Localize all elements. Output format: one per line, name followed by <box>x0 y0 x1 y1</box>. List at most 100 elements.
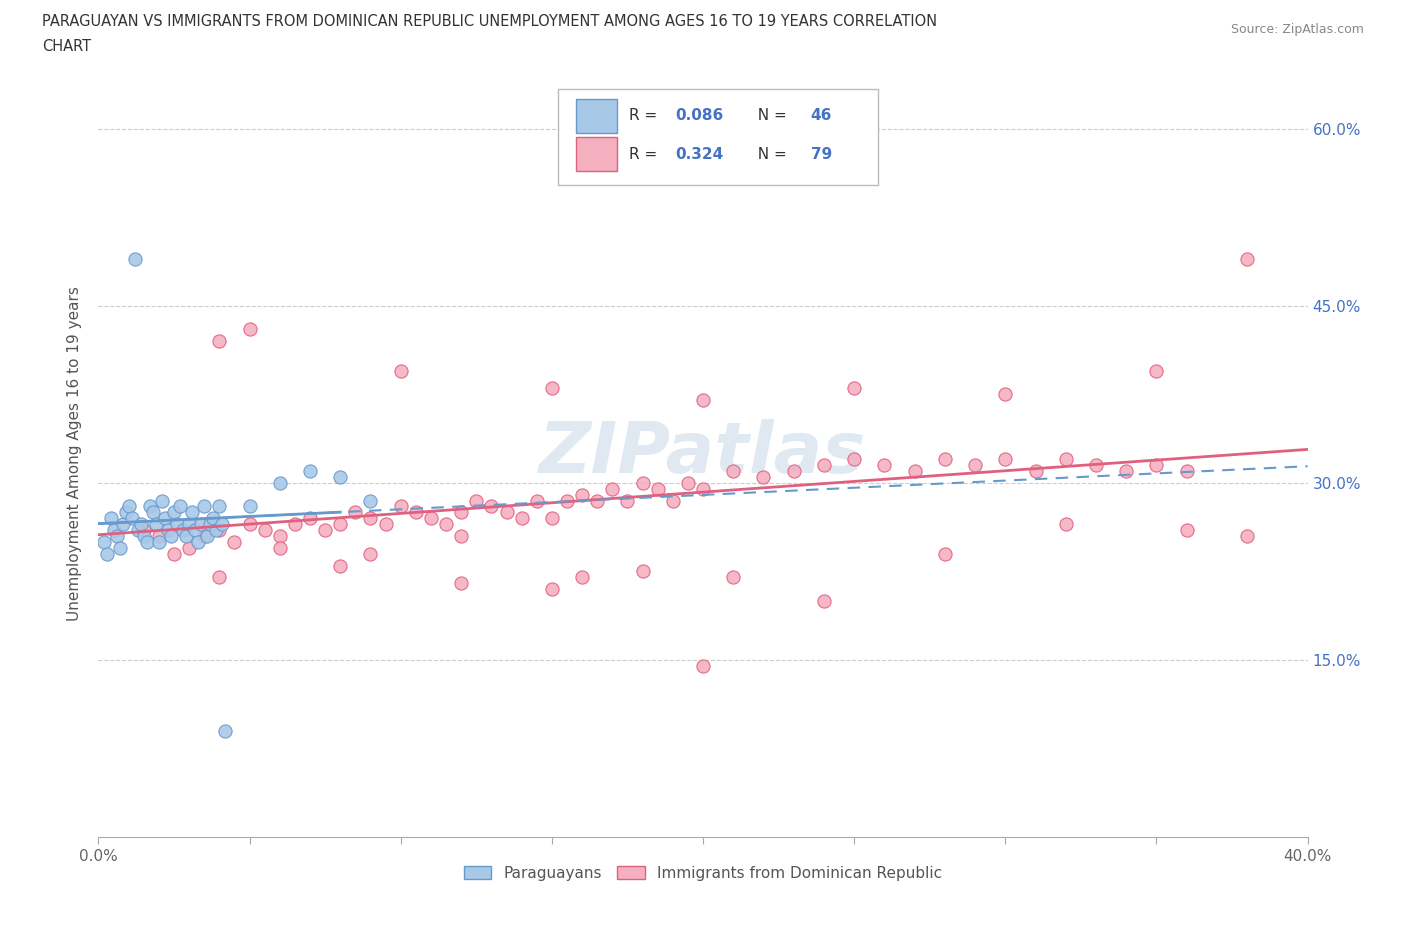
FancyBboxPatch shape <box>576 99 617 133</box>
Point <box>676 475 699 490</box>
Point <box>100 511 122 525</box>
Point <box>540 381 562 396</box>
FancyBboxPatch shape <box>576 138 617 171</box>
Point <box>93 535 115 550</box>
Text: N =: N = <box>748 108 792 124</box>
Point <box>329 517 352 532</box>
Point <box>434 517 457 532</box>
Point <box>571 487 593 502</box>
Point <box>153 511 176 525</box>
Point <box>105 528 128 543</box>
Point <box>111 517 134 532</box>
Point <box>145 517 167 532</box>
Point <box>114 505 136 520</box>
Point <box>172 523 194 538</box>
Point <box>1175 464 1198 479</box>
Point <box>253 523 276 538</box>
Point <box>1054 452 1077 467</box>
Text: R =: R = <box>630 147 662 162</box>
Point <box>174 528 197 543</box>
Point <box>329 558 352 573</box>
Point <box>692 482 714 497</box>
Legend: Paraguayans, Immigrants from Dominican Republic: Paraguayans, Immigrants from Dominican R… <box>458 859 948 887</box>
Point <box>181 505 204 520</box>
Point <box>344 505 367 520</box>
Point <box>284 517 307 532</box>
Point <box>208 570 231 585</box>
Point <box>389 499 412 514</box>
Point <box>1085 458 1108 472</box>
Point <box>239 517 262 532</box>
Point <box>526 493 548 508</box>
Point <box>129 517 152 532</box>
Point <box>127 523 149 538</box>
Point <box>103 523 125 538</box>
Point <box>96 546 118 561</box>
Point <box>156 523 179 538</box>
Point <box>224 535 246 550</box>
Point <box>208 334 231 349</box>
Text: CHART: CHART <box>42 39 91 54</box>
Point <box>420 511 443 525</box>
Text: N =: N = <box>748 147 792 162</box>
Point <box>239 499 262 514</box>
Point <box>139 499 162 514</box>
Point <box>813 593 835 608</box>
Point <box>586 493 609 508</box>
Point <box>179 517 201 532</box>
Point <box>723 464 745 479</box>
Point <box>571 570 593 585</box>
Text: R =: R = <box>630 108 662 124</box>
Point <box>1144 458 1167 472</box>
Point <box>179 540 201 555</box>
Text: 79: 79 <box>811 147 832 162</box>
Point <box>450 528 472 543</box>
Point <box>965 458 987 472</box>
Point <box>118 499 141 514</box>
Point <box>1236 528 1258 543</box>
Point <box>124 251 146 266</box>
Point <box>692 392 714 407</box>
Point <box>540 581 562 596</box>
Point <box>481 499 503 514</box>
Point <box>269 475 291 490</box>
Point <box>661 493 683 508</box>
Point <box>616 493 638 508</box>
Point <box>994 387 1017 402</box>
Point <box>1144 364 1167 379</box>
Point <box>873 458 896 472</box>
Point <box>239 322 262 337</box>
Point <box>202 511 225 525</box>
Point <box>208 523 231 538</box>
Point <box>314 523 336 538</box>
Point <box>465 493 488 508</box>
Point <box>148 535 170 550</box>
Point <box>450 505 472 520</box>
Point <box>994 452 1017 467</box>
Point <box>1024 464 1046 479</box>
Point <box>269 528 291 543</box>
Point <box>904 464 927 479</box>
Point <box>135 535 157 550</box>
Point <box>752 470 775 485</box>
Point <box>148 528 170 543</box>
Point <box>405 505 427 520</box>
Point <box>1236 251 1258 266</box>
Point <box>299 511 322 525</box>
Point <box>1054 517 1077 532</box>
Point <box>190 517 212 532</box>
Point <box>200 517 222 532</box>
Point <box>813 458 835 472</box>
Point <box>450 576 472 591</box>
Point <box>193 499 215 514</box>
Point <box>150 493 173 508</box>
Point <box>269 540 291 555</box>
Point <box>934 452 956 467</box>
Text: 0.086: 0.086 <box>675 108 724 124</box>
Point <box>121 511 143 525</box>
Point <box>389 364 412 379</box>
Text: Source: ZipAtlas.com: Source: ZipAtlas.com <box>1230 23 1364 36</box>
Point <box>1175 523 1198 538</box>
Point <box>208 499 231 514</box>
Point <box>360 493 382 508</box>
